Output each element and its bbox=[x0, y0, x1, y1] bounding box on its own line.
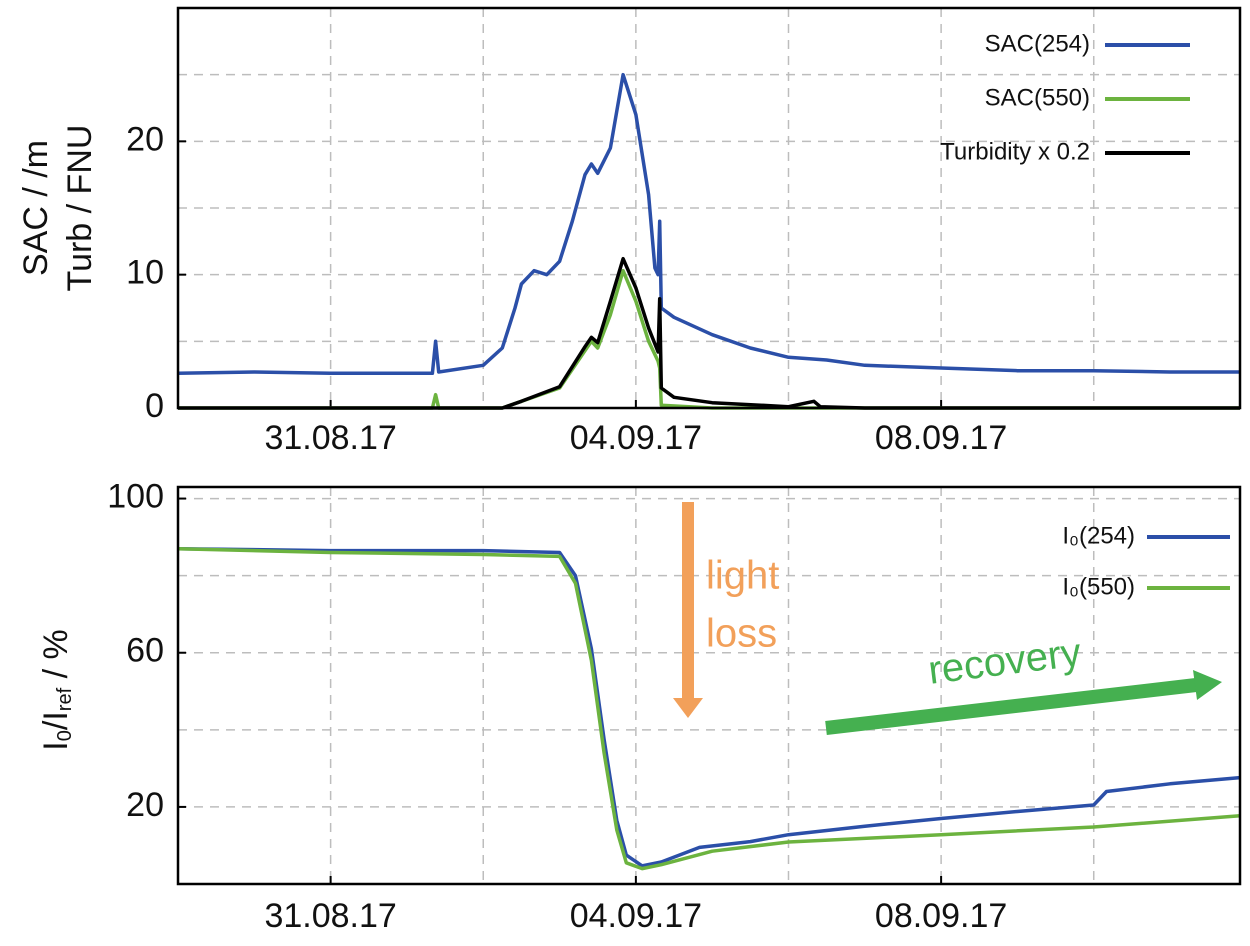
annotation: loss bbox=[706, 612, 777, 656]
y-axis-label-part: / % bbox=[37, 629, 75, 688]
x-tick-label: 08.09.17 bbox=[875, 897, 1007, 935]
x-tick-label: 04.09.17 bbox=[570, 897, 702, 935]
y-axis-label-part: ref bbox=[54, 687, 76, 711]
y-axis-label: I0/Iref / % bbox=[37, 629, 76, 750]
series-line bbox=[178, 256, 1240, 410]
series-line bbox=[178, 268, 1240, 410]
plot-frame bbox=[176, 485, 1242, 886]
light-loss-arrow-head bbox=[673, 698, 703, 718]
series-line bbox=[177, 546, 1241, 868]
legend-label: SAC(550) bbox=[985, 84, 1090, 111]
legend-label: I₀(254) bbox=[1062, 522, 1135, 549]
legend-label: SAC(254) bbox=[985, 30, 1090, 57]
y-tick-label: 20 bbox=[126, 786, 164, 824]
legend-label: I₀(550) bbox=[1062, 573, 1135, 600]
y-axis-label-part: /I bbox=[37, 711, 75, 730]
y-axis-label-part: I bbox=[37, 741, 75, 750]
y-tick-label: 60 bbox=[126, 632, 164, 670]
recovery-arrow-head bbox=[1193, 670, 1222, 700]
y-axis-label-part: 0 bbox=[54, 730, 76, 741]
y-tick-label: 0 bbox=[145, 387, 164, 425]
legend-label: Turbidity x 0.2 bbox=[940, 138, 1090, 165]
annotation: recovery bbox=[926, 630, 1084, 692]
y-axis-label: SAC / /m bbox=[17, 140, 55, 276]
annotations: light loss recovery bbox=[673, 502, 1222, 735]
x-tick-label: 31.08.17 bbox=[264, 897, 396, 935]
y-tick-label: 10 bbox=[126, 254, 164, 292]
series-line bbox=[177, 546, 1241, 871]
plot-frame bbox=[176, 6, 1242, 410]
y-tick-label: 100 bbox=[107, 478, 164, 516]
x-tick-label: 08.09.17 bbox=[875, 419, 1007, 457]
x-tick-label: 31.08.17 bbox=[264, 419, 396, 457]
y-axis-label: Turb / FNU bbox=[61, 125, 99, 292]
y-tick-label: 20 bbox=[126, 120, 164, 158]
series-line bbox=[177, 72, 1240, 376]
recovery-arrow bbox=[825, 678, 1197, 735]
x-tick-label: 04.09.17 bbox=[570, 419, 702, 457]
annotation: light bbox=[706, 554, 779, 598]
